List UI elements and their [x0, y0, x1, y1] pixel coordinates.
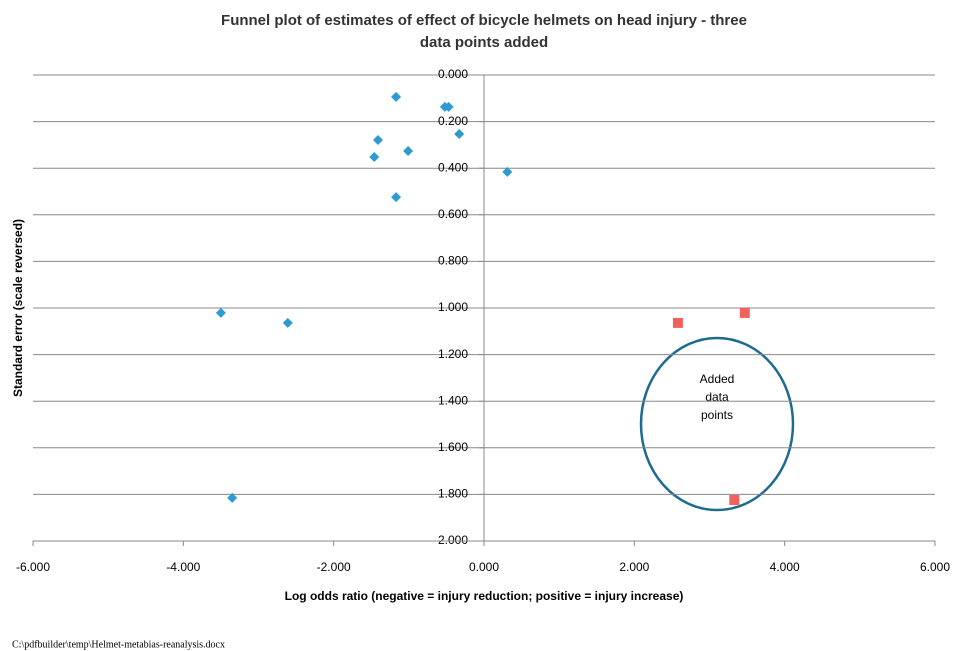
x-axis-label: Log odds ratio (negative = injury reduct…: [285, 589, 684, 603]
y-axis-label: Standard error (scale reversed): [11, 219, 25, 397]
chart-title: Funnel plot of estimates of effect of bi…: [221, 12, 747, 29]
y-tick-label: 0.800: [438, 254, 468, 268]
y-tick-label: 1.600: [438, 440, 468, 454]
x-tick-label: -4.000: [166, 560, 200, 574]
point: [729, 494, 740, 505]
point: [215, 307, 226, 318]
highlight-ellipse: [639, 336, 795, 512]
chart-title: data points added: [420, 34, 548, 51]
footer: C:\pdfbuilder\temp\Helmet-metabias-reana…: [12, 639, 225, 650]
point: [369, 152, 380, 163]
x-tick-label: -2.000: [317, 560, 351, 574]
point: [391, 192, 402, 203]
y-tick-label: 1.000: [438, 300, 468, 314]
y-tick-label: 2.000: [438, 533, 468, 547]
point: [282, 317, 293, 328]
y-tick-label: 1.800: [438, 487, 468, 501]
x-tick-label: 4.000: [770, 560, 800, 574]
y-tick-label: 1.400: [438, 393, 468, 407]
annotation: points: [701, 408, 733, 422]
y-tick-label: 1.200: [438, 347, 468, 361]
y-tick-label: 0.600: [438, 207, 468, 221]
annotation: data: [705, 390, 729, 404]
y-tick-label: 0.400: [438, 160, 468, 174]
x-tick-label: -6.000: [16, 560, 50, 574]
x-tick-label: 6.000: [920, 560, 950, 574]
y-tick-label: 0.200: [438, 114, 468, 128]
point: [403, 145, 414, 156]
point: [391, 91, 402, 102]
point: [443, 101, 454, 112]
point: [454, 128, 465, 139]
x-tick-label: 0.000: [469, 560, 499, 574]
point: [227, 492, 238, 503]
point: [373, 135, 384, 146]
annotation: Added: [700, 372, 735, 386]
x-tick-label: 2.000: [619, 560, 649, 574]
point: [739, 307, 750, 318]
point: [502, 166, 513, 177]
point: [672, 317, 683, 328]
y-tick-label: 0.000: [438, 67, 468, 81]
